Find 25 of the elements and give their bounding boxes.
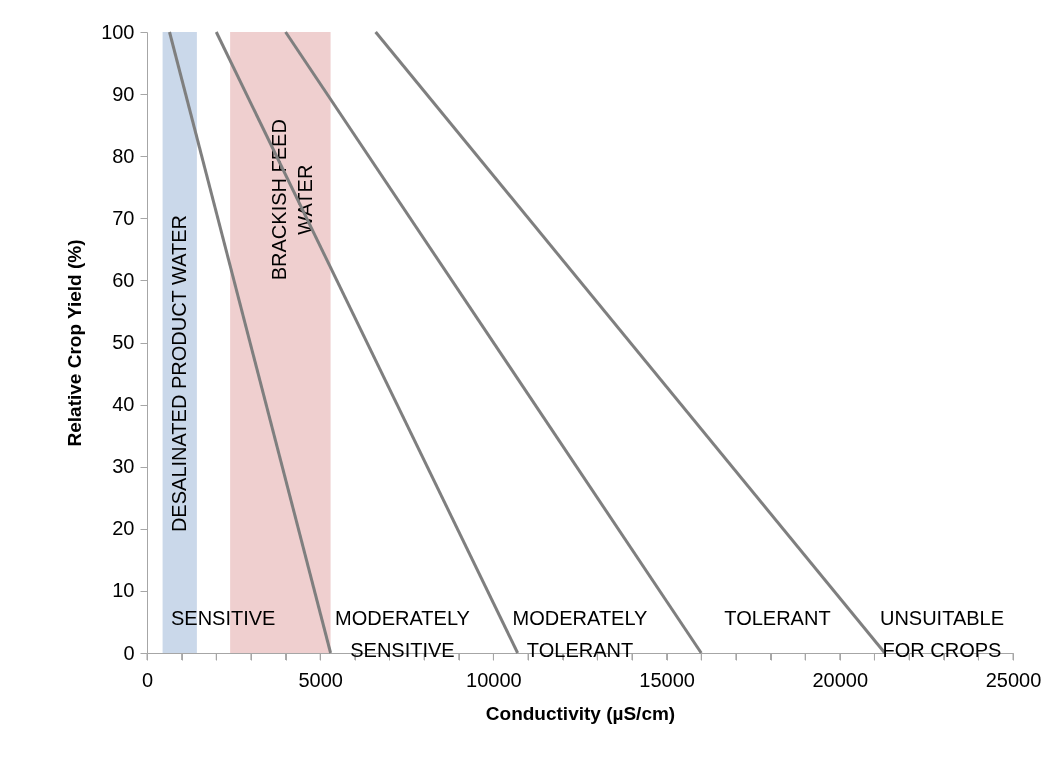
y-tick-label: 30 [112,455,135,478]
y-tick-label: 20 [112,517,135,540]
annotation: SENSITIVE [170,607,276,629]
annotation: TOLERANT [724,607,831,629]
x-tick-label: 0 [141,668,154,691]
x-tick-label: 5000 [298,668,343,691]
y-tick-label: 10 [112,579,135,602]
y-tick-label: 0 [123,641,135,664]
y-tick-label: 70 [112,206,135,229]
y-tick-label: 100 [101,20,135,43]
y-tick-label: 40 [112,393,135,416]
y-tick-label: 50 [112,331,135,353]
x-tick-label: 20000 [812,668,869,691]
y-tick-label: 60 [112,268,135,291]
y-tick-label: 80 [112,144,135,167]
x-tick-label: 25000 [985,668,1042,691]
annotation: MODERATELY TOLERANT [512,607,648,661]
y-tick-label: 90 [112,82,135,105]
annotation: UNSUITABLE FOR CROPS [879,607,1005,661]
band-label: DESALINATED PRODUCT WATER [167,215,190,533]
x-axis-title: Conductivity (µS/cm) [485,702,676,724]
annotation: MODERATELY SENSITIVE [335,607,470,661]
x-tick-label: 15000 [639,668,695,691]
x-tick-label: 10000 [466,668,522,691]
y-axis-title: Relative Crop Yield (%) [64,239,86,447]
